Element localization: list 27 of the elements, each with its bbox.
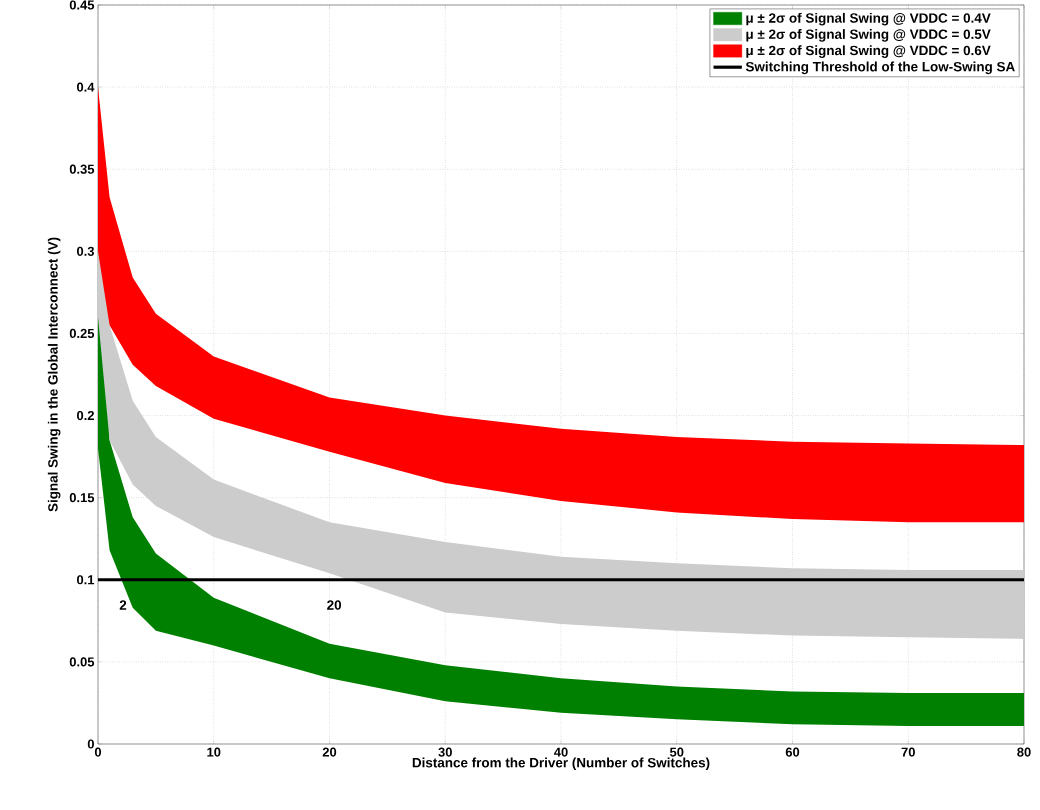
y-tick-label: 0.3: [76, 246, 95, 256]
x-tick-label: 20: [322, 747, 337, 757]
y-tick-label: 0.25: [69, 328, 95, 339]
x-tick-label: 70: [901, 747, 915, 757]
y-tick-label: 0.45: [69, 0, 95, 10]
x-tick-label: 30: [438, 747, 452, 757]
x-tick-label: 80: [1017, 747, 1031, 757]
y-axis-title: Signal Swing in the Global Interconnect (V): [47, 237, 61, 512]
y-tick-label: 0: [87, 739, 94, 749]
y-tick-label: 0.05: [69, 657, 95, 667]
y-tick-label: 0.4: [76, 82, 95, 92]
x-tick-label: 10: [207, 747, 221, 757]
x-tick-label: 60: [785, 747, 800, 757]
y-tick-label: 0.1: [76, 575, 95, 585]
x-tick-label: 50: [669, 747, 684, 757]
x-axis-title: Distance from the Driver (Number of Switches): [412, 757, 710, 771]
y-tick-label: 0.15: [69, 493, 95, 503]
legend-label: μ ± 2σ of Signal Swing @ VDDC = 0.5V: [746, 29, 991, 42]
x-tick-label: 0: [94, 747, 102, 757]
y-tick-label: 0.2: [76, 410, 94, 421]
annotation: 2: [119, 600, 127, 610]
legend-label: μ ± 2σ of Signal Swing @ VDDC = 0.6V: [746, 45, 991, 58]
y-tick-label: 0.35: [69, 164, 95, 174]
annotation: 20: [327, 600, 342, 610]
legend-label: μ ± 2σ of Signal Swing @ VDDC = 0.4V: [746, 12, 991, 26]
legend-label: Switching Threshold of the Low-Swing SA: [745, 61, 1015, 75]
x-tick-label: 40: [554, 747, 568, 757]
